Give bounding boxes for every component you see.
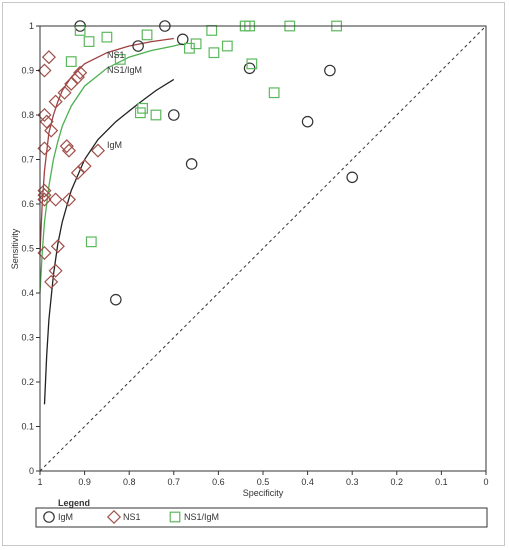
study-point-ns1	[70, 165, 85, 180]
study-point-ns1-igm	[208, 47, 220, 59]
curve-label-igm: IgM	[107, 140, 122, 150]
y-tick-label: 0.7	[21, 155, 34, 165]
curve-label-ns1-igm: NS1/IgM	[107, 65, 142, 75]
study-point-ns1-igm	[206, 25, 218, 36]
study-point-ns1-igm	[246, 58, 258, 70]
study-point-ns1	[41, 50, 56, 65]
y-tick-label: 0.9	[21, 66, 34, 76]
x-axis-ticks: 1 0.9 0.8 0.7 0.6 0.5 0.4 0.3 0.2 0.1 0	[37, 471, 489, 487]
legend-items: IgM NS1 NS1/IgM	[43, 509, 219, 525]
x-axis-title: Specificity	[243, 488, 284, 498]
study-point-igm	[176, 33, 189, 46]
study-point-ns1	[44, 123, 59, 138]
x-tick-label: 0.1	[435, 477, 448, 487]
study-point-ns1	[48, 192, 63, 207]
study-point-ns1	[39, 114, 54, 129]
y-tick-label: 0.4	[21, 288, 34, 298]
reference-line-layer	[39, 25, 487, 472]
x-tick-label: 0.5	[257, 477, 270, 487]
curve-label-ns1: NS1	[107, 50, 125, 60]
x-tick-label: 0.3	[346, 477, 359, 487]
study-point-igm	[346, 171, 358, 184]
y-axis-ticks: 0 0.1 0.2 0.3 0.4 0.5 0.6 0.7 0.8 0.9 1	[21, 21, 40, 476]
study-point-ns1-igm	[101, 31, 113, 43]
x-tick-label: 0.9	[78, 477, 91, 487]
study-point-ns1	[90, 143, 106, 158]
x-tick-label: 0.7	[168, 477, 181, 487]
study-point-igm	[301, 115, 314, 128]
x-tick-label: 0.2	[391, 477, 404, 487]
y-tick-label: 0.8	[21, 110, 34, 120]
study-point-igm	[168, 109, 180, 121]
y-axis-title: Sensitivity	[10, 228, 20, 269]
study-point-ns1	[48, 263, 63, 278]
legend-label-ns1: NS1	[123, 512, 141, 522]
study-point-ns1	[48, 94, 63, 109]
y-tick-label: 1	[29, 21, 34, 31]
x-tick-label: 0	[483, 477, 488, 487]
x-tick-label: 1	[37, 477, 42, 487]
study-point-ns1	[59, 139, 74, 154]
sroc-curve-ns1	[39, 37, 174, 254]
study-point-ns1	[61, 143, 77, 158]
study-point-ns1	[57, 85, 72, 100]
legend: Legend IgM NS1 NS1/IgM	[35, 498, 488, 528]
x-tick-label: 0.8	[123, 477, 136, 487]
reference-diagonal-line	[39, 25, 487, 472]
curve-labels-layer: NS1 NS1/IgM IgM	[107, 50, 142, 150]
y-tick-label: 0	[29, 466, 34, 476]
study-point-ns1	[44, 274, 59, 289]
study-point-ns1	[73, 65, 88, 80]
study-point-ns1-igm	[150, 109, 162, 121]
sroc-curve-ns1-igm	[39, 43, 183, 294]
legend-label-igm: IgM	[58, 512, 73, 522]
x-tick-label: 0.4	[301, 477, 314, 487]
study-point-ns1-igm	[65, 56, 77, 67]
study-point-ns1	[50, 239, 65, 254]
y-tick-label: 0.2	[21, 377, 34, 387]
sroc-curves-layer	[39, 37, 183, 405]
study-point-ns1	[70, 70, 85, 85]
y-tick-label: 0.5	[21, 244, 34, 254]
study-point-ns1-igm	[85, 236, 97, 248]
study-point-ns1-igm	[268, 87, 280, 99]
study-point-ns1	[61, 192, 77, 207]
study-point-ns1-igm	[221, 40, 233, 52]
legend-box	[35, 507, 488, 528]
study-point-igm	[110, 293, 122, 306]
legend-marker-igm	[43, 511, 55, 523]
y-tick-label: 0.6	[21, 199, 34, 209]
study-point-igm	[185, 158, 198, 170]
legend-title: Legend	[58, 498, 90, 508]
legend-marker-ns1	[106, 509, 122, 525]
study-point-ns1-igm	[114, 53, 126, 65]
x-tick-label: 0.6	[212, 477, 225, 487]
study-point-ns1-igm	[134, 107, 146, 119]
legend-marker-ns1-igm	[169, 511, 181, 523]
study-point-igm	[132, 40, 144, 52]
chart-frame	[2, 2, 505, 546]
y-tick-label: 0.3	[21, 333, 34, 343]
study-point-ns1	[77, 159, 92, 174]
sroc-curve-igm	[43, 78, 175, 405]
legend-label-ns1-igm: NS1/IgM	[184, 512, 219, 522]
study-point-ns1	[64, 76, 79, 91]
study-points-layer	[37, 20, 358, 306]
study-point-ns1-igm	[184, 42, 195, 54]
study-point-ns1-igm	[83, 36, 95, 47]
study-point-igm	[324, 64, 336, 77]
y-tick-label: 0.1	[21, 422, 34, 432]
study-point-ns1-igm	[141, 29, 153, 41]
